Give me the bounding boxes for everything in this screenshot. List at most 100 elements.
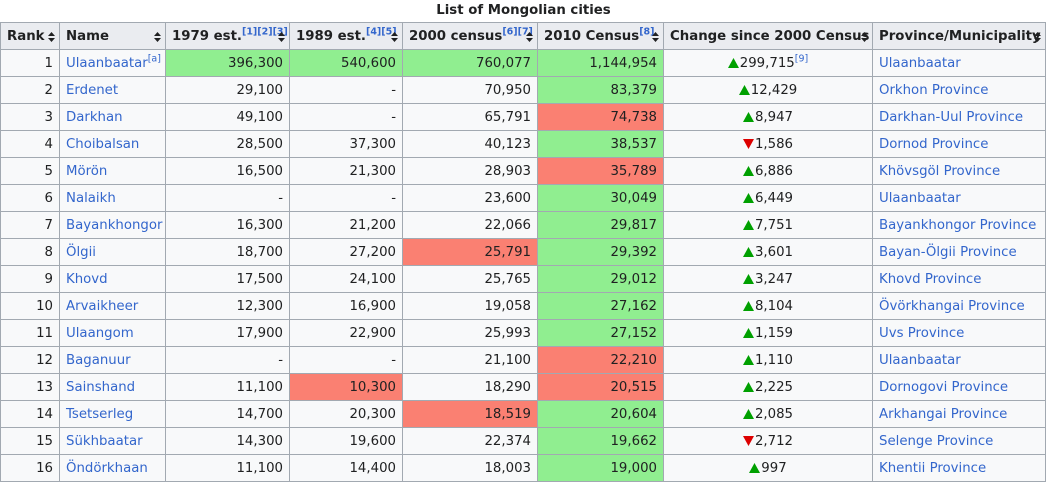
rank-cell: 6 (0, 184, 60, 212)
name-cell: Öndörkhaan (59, 454, 166, 482)
reference-link[interactable]: [9] (794, 53, 809, 65)
y2000-cell: 22,066 (402, 211, 538, 239)
province-link[interactable]: Selenge Province (879, 433, 994, 449)
y1989-cell: - (289, 76, 403, 104)
sort-up (861, 32, 868, 36)
column-header: 2010 Census[8] (537, 22, 664, 50)
province-link[interactable]: Ulaanbaatar (879, 352, 961, 368)
change-value: 3,601 (754, 244, 794, 260)
name-cell: Baganuur (59, 346, 166, 374)
province-cell: Uvs Province (872, 319, 1046, 347)
column-header: Province/Municipality (872, 22, 1046, 50)
province-link[interactable]: Arkhangai Province (879, 406, 1008, 422)
trend-arrow (749, 462, 761, 473)
y2010-cell: 35,789 (537, 157, 664, 185)
sort-icon[interactable] (154, 32, 161, 42)
y2010-value: 35,789 (610, 163, 657, 179)
y2000-value: 22,066 (484, 217, 531, 233)
name-link[interactable]: Nalaikh (66, 190, 116, 206)
name-link[interactable]: Sükhbaatar (66, 433, 143, 449)
header-refs: [4][5] (366, 26, 397, 37)
sort-icon[interactable] (652, 32, 659, 42)
y2000-cell: 25,791 (402, 238, 538, 266)
province-link[interactable]: Bayan-Ölgii Province (879, 244, 1017, 260)
province-cell: Bayankhongor Province (872, 211, 1046, 239)
sort-icon[interactable] (391, 32, 398, 42)
sort-icon[interactable] (278, 32, 285, 42)
trend-arrow-shape (742, 354, 754, 365)
name-cell: Darkhan (59, 103, 166, 131)
sort-icon[interactable] (48, 32, 55, 42)
y2000-value: 18,003 (484, 460, 531, 476)
y2000-cell: 22,374 (402, 427, 538, 455)
y2000-cell: 18,003 (402, 454, 538, 482)
name-link[interactable]: Mörön (66, 163, 108, 179)
province-cell: Bayan-Ölgii Province (872, 238, 1046, 266)
y2000-cell: 70,950 (402, 76, 538, 104)
table-row: 14 Tsetserleg 14,700 20,300 18,519 20,604 2,08… (0, 400, 1046, 428)
province-link[interactable]: Dornogovi Province (879, 379, 1009, 395)
y2010-cell: 30,049 (537, 184, 664, 212)
name-link[interactable]: Öndörkhaan (66, 460, 148, 476)
note-link[interactable]: [a] (147, 53, 161, 65)
trend-arrow (738, 84, 750, 95)
y1979-value: 17,900 (236, 325, 283, 341)
name-link[interactable]: Khovd (66, 271, 108, 287)
name-link[interactable]: Arvaikheer (66, 298, 139, 314)
sort-icon[interactable] (1034, 32, 1041, 42)
change-value: 2,225 (754, 379, 794, 395)
province-link[interactable]: Dornod Province (879, 136, 989, 152)
province-link[interactable]: Orkhon Province (879, 82, 989, 98)
y2010-value: 29,392 (610, 244, 657, 260)
y2000-value: 70,950 (484, 82, 531, 98)
name-cell: Mörön (59, 157, 166, 185)
rank-cell: 4 (0, 130, 60, 158)
change-value: 2,085 (754, 406, 794, 422)
name-link[interactable]: Tsetserleg (66, 406, 134, 422)
y1989-cell: - (289, 103, 403, 131)
province-link[interactable]: Uvs Province (879, 325, 965, 341)
province-link[interactable]: Khentii Province (879, 460, 987, 476)
reference-link[interactable]: [1][2][3] (241, 26, 288, 38)
reference-link[interactable]: [8] (639, 26, 655, 38)
y1989-cell: 19,600 (289, 427, 403, 455)
y2000-value: 18,290 (484, 379, 531, 395)
reference-link[interactable]: [6][7] (502, 26, 533, 38)
y1989-value: 37,300 (349, 136, 396, 152)
name-link[interactable]: Sainshand (66, 379, 136, 395)
name-link[interactable]: Darkhan (66, 109, 123, 125)
province-link[interactable]: Khovd Province (879, 271, 982, 287)
name-link[interactable]: Ulaanbaatar (66, 55, 148, 71)
province-link[interactable]: Ulaanbaatar (879, 190, 961, 206)
name-link[interactable]: Ulaangom (66, 325, 134, 341)
province-link[interactable]: Ulaanbaatar (879, 55, 961, 71)
name-link[interactable]: Bayankhongor (66, 217, 163, 233)
sort-up (48, 32, 55, 36)
trend-arrow-shape (742, 111, 754, 122)
y1989-cell: 21,200 (289, 211, 403, 239)
table-row: 12 Baganuur - - 21,100 22,210 1,110 Ulaanbaatar (0, 346, 1046, 374)
y2010-value: 27,162 (610, 298, 657, 314)
province-link[interactable]: Darkhan-Uul Province (879, 109, 1024, 125)
sort-icon[interactable] (526, 32, 533, 42)
name-link[interactable]: Ölgii (66, 244, 96, 260)
name-link[interactable]: Choibalsan (66, 136, 140, 152)
y2000-value: 19,058 (484, 298, 531, 314)
sort-down (48, 38, 55, 42)
province-cell: Ulaanbaatar (872, 346, 1046, 374)
y1989-value: 24,100 (349, 271, 396, 287)
header-label: Change since 2000 Census (670, 28, 870, 44)
change-cell: 8,104 (663, 292, 873, 320)
province-cell: Dornod Province (872, 130, 1046, 158)
province-link[interactable]: Övörkhangai Province (879, 298, 1025, 314)
name-link[interactable]: Erdenet (66, 82, 119, 98)
reference-link[interactable]: [4][5] (365, 26, 397, 38)
province-link[interactable]: Khövsgöl Province (879, 163, 1001, 179)
sort-icon[interactable] (861, 32, 868, 42)
name-link[interactable]: Baganuur (66, 352, 131, 368)
y1979-cell: 11,100 (165, 454, 290, 482)
y2000-value: 760,077 (476, 55, 531, 71)
province-link[interactable]: Bayankhongor Province (879, 217, 1037, 233)
rank-value: 2 (44, 82, 53, 98)
change-value: 2,712 (754, 433, 794, 449)
